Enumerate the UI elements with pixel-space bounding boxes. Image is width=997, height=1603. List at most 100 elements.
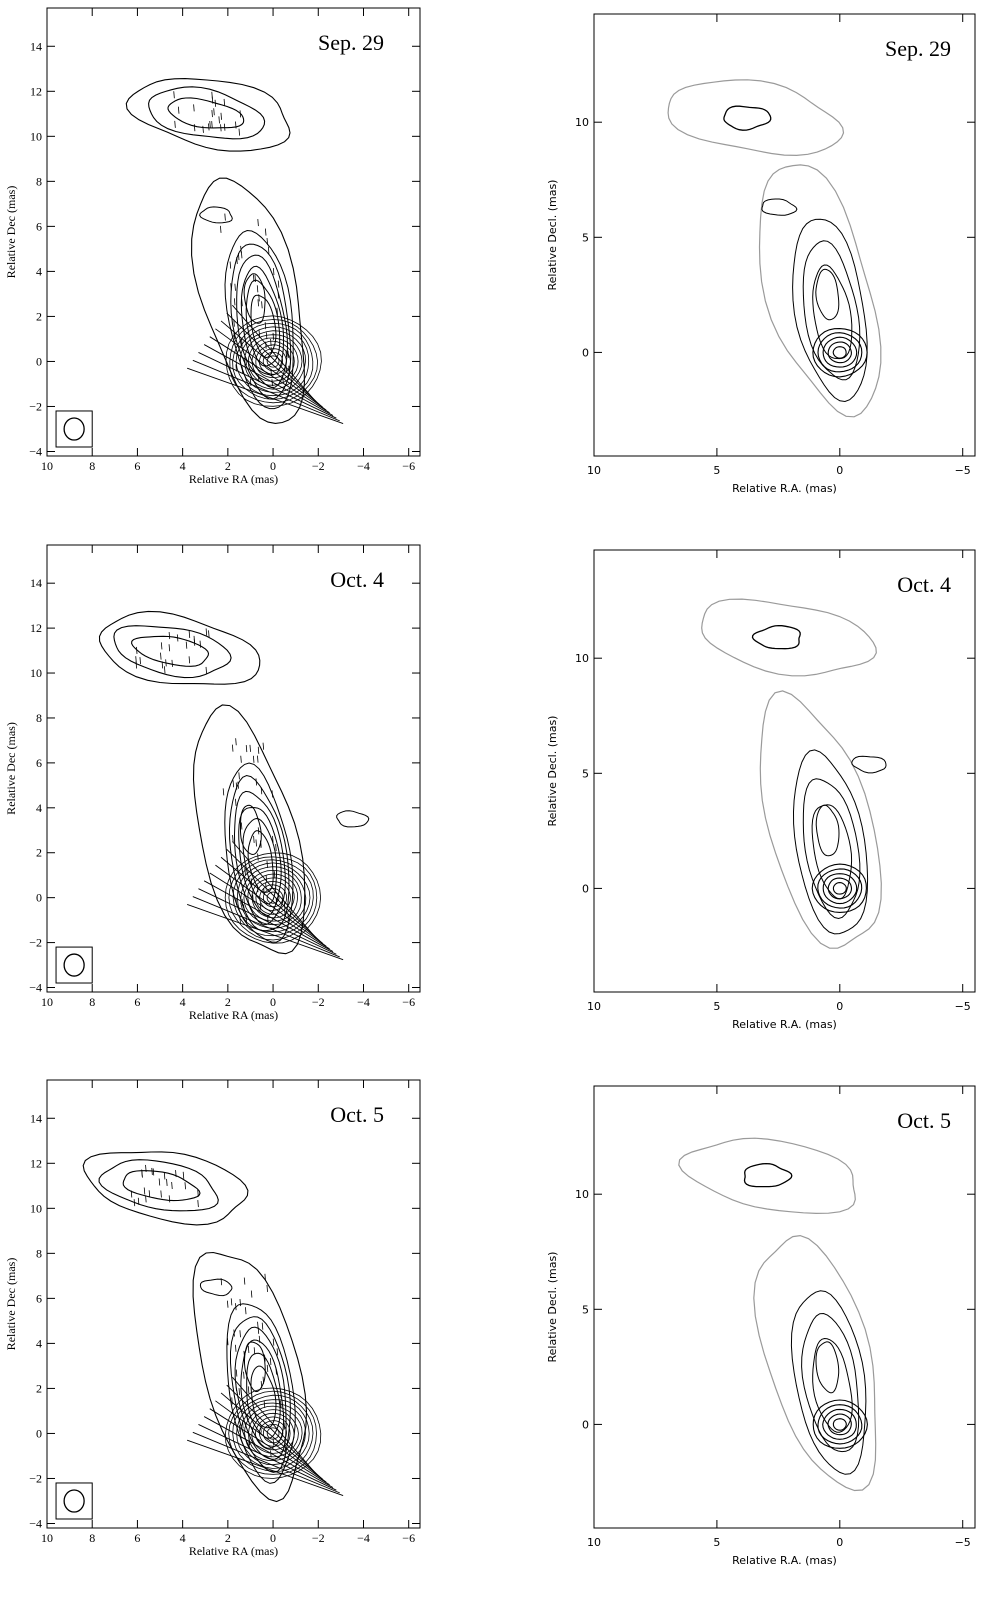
contour-core-level-3 xyxy=(822,873,858,905)
contour-jet-level-3 xyxy=(811,804,853,900)
polarization-vector xyxy=(259,903,262,911)
x-tick-label: 0 xyxy=(836,464,843,477)
x-tick-label: 2 xyxy=(225,995,231,1009)
polarization-vector xyxy=(160,642,163,650)
y-tick-label: 10 xyxy=(575,652,589,665)
polarization-vector-long xyxy=(215,328,327,411)
y-tick-label: 12 xyxy=(30,84,42,98)
polarization-vector xyxy=(211,121,213,129)
contour-core-level-5 xyxy=(812,328,868,378)
polarization-vector-long xyxy=(209,336,330,414)
x-tick-label: 5 xyxy=(713,1536,720,1549)
y-tick-label: 14 xyxy=(30,39,42,53)
contour-map xyxy=(667,79,882,418)
contour-outer-jet xyxy=(758,164,882,418)
x-axis-label: Relative R.A. (mas) xyxy=(732,1018,837,1031)
contour-outer-upper xyxy=(667,79,845,157)
polarization-vector xyxy=(145,1164,147,1172)
contour-upper-level2 xyxy=(751,624,801,650)
panel-2: 10 5 0 −5 0 5 10 Relative R.A. (mas) Relative De… xyxy=(546,13,976,495)
y-tick-label: 5 xyxy=(582,231,589,244)
polarization-vector xyxy=(205,666,208,674)
contour-jet-level-5 xyxy=(246,1352,281,1439)
x-axis-label: Relative R.A. (mas) xyxy=(732,1554,837,1567)
plot-frame xyxy=(46,1079,421,1529)
plot-frame xyxy=(593,1085,976,1529)
polarization-vector xyxy=(249,744,251,752)
polarization-vector xyxy=(168,644,171,652)
contour-jet-level-3 xyxy=(233,790,286,926)
polarization-vector xyxy=(272,1438,275,1446)
contour-core-level-8 xyxy=(239,1402,306,1466)
polarization-vector xyxy=(244,867,246,875)
beam-box xyxy=(55,946,93,984)
polarization-vector xyxy=(227,1338,229,1346)
contour-core-level-5 xyxy=(251,340,295,382)
panel-3: 10 8 6 4 2 0 −2 −4 −6 −4 −2 0 2 4 6 8 10 12 14 Relative RA … xyxy=(4,544,421,1022)
polarization-vector xyxy=(235,1303,237,1311)
polarization-vector xyxy=(240,755,242,763)
contour-jet-level-5 xyxy=(242,817,278,905)
axis-ticks: 10 5 0 −5 0 5 10 xyxy=(575,1086,975,1549)
polarization-vector xyxy=(236,256,238,264)
polarization-vector xyxy=(272,268,275,276)
polarization-vector xyxy=(241,299,243,307)
polarization-vector xyxy=(250,1290,253,1298)
y-tick-label: 8 xyxy=(36,1246,42,1260)
x-tick-label: 0 xyxy=(270,995,276,1009)
polarization-vector xyxy=(211,96,214,104)
contour-upper-level3 xyxy=(122,1170,201,1202)
polarization-vector xyxy=(168,632,171,640)
x-tick-label: −2 xyxy=(312,459,325,473)
contour-jet-level-4 xyxy=(238,806,282,916)
polarization-vector xyxy=(264,228,267,236)
plot-frame xyxy=(593,549,976,993)
contour-core-level-5 xyxy=(811,863,867,913)
x-tick-label: 10 xyxy=(41,459,53,473)
contour-core-level-11 xyxy=(229,319,319,404)
contour-jet-level-2 xyxy=(802,240,861,381)
polarization-vector xyxy=(168,1195,171,1203)
polarization-vector-long xyxy=(220,1392,324,1480)
y-tick-label: 0 xyxy=(36,354,42,368)
polarization-vector xyxy=(205,628,208,636)
panel-1: 10 8 6 4 2 0 −2 −4 −6 −4 −2 0 2 4 6 8 10 12 14 Relative RA … xyxy=(4,7,421,486)
axis-ticks: 10 5 0 −5 0 5 10 xyxy=(575,550,975,1013)
polarization-vectors xyxy=(135,628,344,961)
contour-core-level-1 xyxy=(266,355,280,368)
polarization-vector xyxy=(253,1347,256,1355)
polarization-vector xyxy=(213,108,215,116)
contour-core-level-7 xyxy=(244,334,303,390)
polarization-vector xyxy=(266,860,268,868)
polarization-vector xyxy=(220,112,222,120)
polarization-vector xyxy=(208,630,210,638)
polarization-vector xyxy=(233,298,236,306)
polarization-vector-long xyxy=(203,1416,334,1488)
contour-outer-jet xyxy=(191,177,305,424)
polarization-vector-long xyxy=(220,856,324,944)
polarization-vector xyxy=(239,916,241,924)
y-tick-label: 8 xyxy=(36,174,42,188)
polarization-vector xyxy=(232,835,234,843)
polarization-vector-long xyxy=(226,849,320,942)
polarization-vector xyxy=(264,1273,266,1281)
polarization-vector xyxy=(264,322,267,330)
polarization-vector xyxy=(193,104,195,112)
contour-core-level-1 xyxy=(832,882,847,895)
x-tick-label: 0 xyxy=(836,1536,843,1549)
contour-jet-level-3 xyxy=(812,1337,853,1433)
contour-feature xyxy=(851,755,887,774)
polarization-vector xyxy=(235,798,237,806)
contour-upper-level2 xyxy=(148,86,266,140)
contour-jet-level-1 xyxy=(224,229,294,410)
y-tick-label: −4 xyxy=(29,1516,42,1530)
y-axis-label: Relative Decl. (mas) xyxy=(546,1252,559,1363)
contour-map xyxy=(701,598,887,949)
polarization-vector xyxy=(235,782,238,790)
polarization-vector-long xyxy=(187,903,344,961)
contour-core-level-11 xyxy=(228,1390,317,1475)
polarization-vector xyxy=(133,1199,136,1207)
contour-jet-level-1 xyxy=(790,1290,867,1475)
polarization-vector xyxy=(235,121,237,129)
